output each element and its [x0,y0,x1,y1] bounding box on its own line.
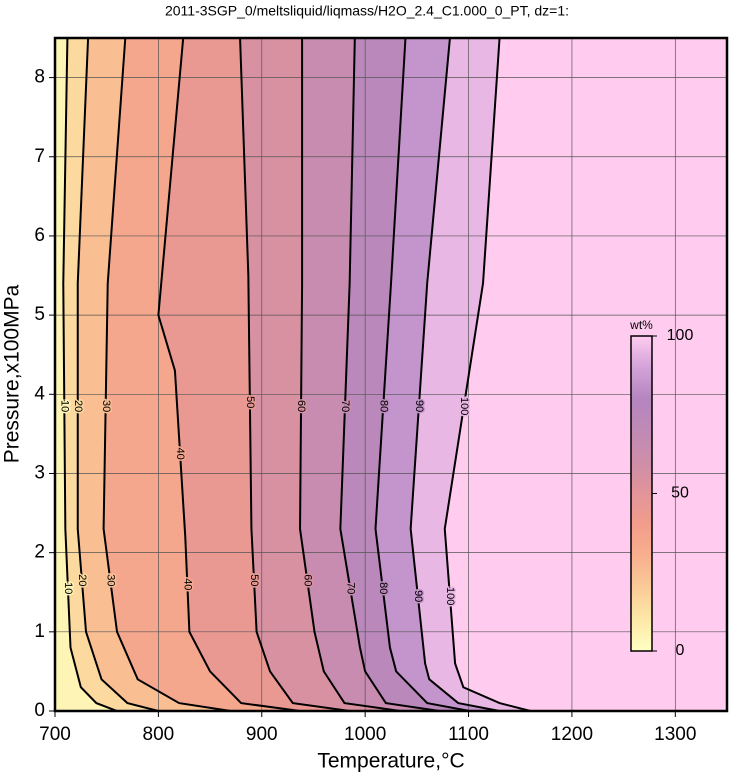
y-tick-label: 2 [34,542,45,563]
contour-line [76,38,159,711]
y-tick-label: 7 [34,146,45,167]
y-tick-label: 3 [34,462,45,483]
chart-title: 2011-3SGP_0/meltsliquid/liqmass/H2O_2.4_… [165,3,569,19]
y-axis-label: Pressure,x100MPa [1,284,24,463]
y-tick-label: 0 [34,700,45,721]
contour-label: 20 [76,574,88,586]
x-tick-label: 1300 [654,724,696,745]
x-axis-label: Temperature,°C [317,750,464,773]
x-tick-label: 1100 [448,724,489,745]
contour-band [55,38,118,711]
y-tick-label: 1 [34,621,45,642]
colorbar-tick-label: 100 [667,327,694,344]
contour-label: 30 [100,400,112,412]
y-tick-label: 4 [34,383,45,404]
contour-label: 70 [339,400,351,412]
contour-line [299,38,401,711]
contour-label: 100 [444,587,456,605]
contour-line [443,38,531,711]
colorbar-tick-label: 50 [671,485,689,502]
x-tick-label: 800 [143,724,175,745]
colorbar-label: wt% [629,318,653,332]
contour-label: 40 [181,578,193,590]
plot-frame [53,36,729,713]
contour-band [55,38,301,711]
contour-label: 90 [412,590,424,602]
contour-band [55,38,231,711]
contour-label: 60 [301,574,313,586]
contour-line [409,38,500,711]
contour-label: 40 [174,448,186,460]
contour-label: 100 [458,397,470,415]
colorbar [630,335,653,652]
contour-label: 20 [72,400,84,412]
contour-line [239,38,350,711]
contour-label: 10 [62,582,74,594]
x-tick-label: 900 [246,724,278,745]
contour-line [339,38,440,711]
contour-line [157,38,301,711]
y-tick-label: 8 [34,67,45,88]
contour-label: 80 [377,582,389,594]
contour-label: 70 [344,582,356,594]
plot-area: 1010202030304040505060607070808090901001… [55,38,727,711]
y-tick-label: 6 [34,225,45,246]
contour-label: 90 [413,400,425,412]
contour-label: 80 [377,400,389,412]
contour-label: 50 [248,574,260,586]
contour-line [374,38,470,711]
contour-label: 10 [58,400,70,412]
contour-line [102,38,231,711]
y-tick-label: 5 [34,304,45,325]
contour-label: 30 [104,574,116,586]
contour-label: 60 [295,400,307,412]
x-tick-label: 1200 [551,724,593,745]
x-tick-label: 1000 [344,724,386,745]
colorbar-tick-label: 0 [676,642,685,659]
x-tick-label: 700 [39,724,71,745]
contour-line [62,38,118,711]
contour-label: 50 [244,396,256,408]
